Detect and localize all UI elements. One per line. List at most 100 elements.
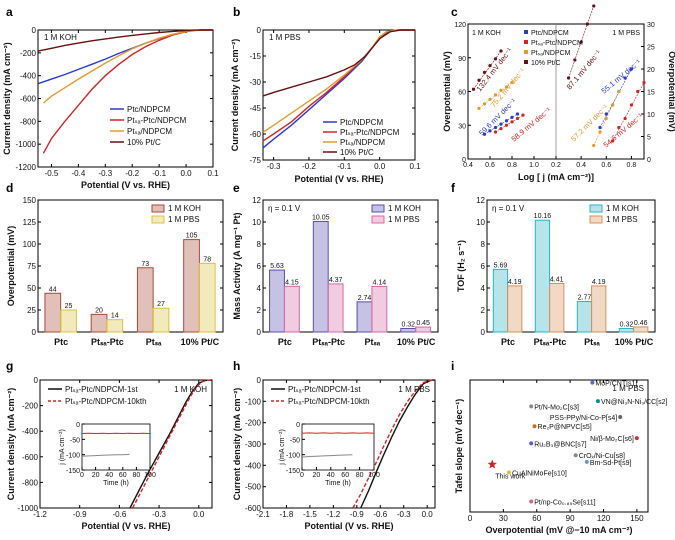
y-axis-label: Current density (mA cm⁻²) [2,42,12,154]
category-label: Ptₛₐ [364,337,380,347]
y-tick-label: 100 [23,240,37,249]
y-tick-label: -15 [249,52,261,61]
y-tick-label: -75 [249,156,261,165]
y-tick-label: -200 [22,402,39,411]
tafel-point-right-2 [604,116,608,121]
inset-x-label: Time (h) [325,480,351,487]
x-tick-label: 0.6 [485,162,495,169]
bar-e [283,285,300,333]
slope-annotation: 58.9 mV dec⁻¹ [510,105,553,143]
data-label: 4.19 [592,279,606,286]
panel-label-g: g [6,359,13,373]
bar-f [576,301,593,333]
bar-f [618,327,635,333]
y-tick-label: 75 [27,262,36,271]
condition-label: 1 M PBS [269,33,301,42]
x-tick-label: -0.1 [337,162,351,171]
y-axis-label: Current density (mA cm⁻²) [230,39,240,151]
legend-entry: 1 M PBS [388,215,420,224]
legend-entry: Ptₛₐ-Ptᴄ/NDPCM-1st [288,385,361,394]
legend-entry: Ptₛₐ/NDPCM [531,50,571,57]
bar-d [183,239,200,333]
y-tick-label: 60 [458,90,466,97]
condition-label: 1 M KOH [174,385,207,394]
legend-swatch [524,40,528,44]
inset-frame [301,423,375,471]
point-label: Pt/N-Mo₂C[s3] [534,404,579,411]
data-label: 0.46 [634,320,648,327]
legend-entry: Ptᴄ/NDPCM [531,30,569,37]
y-axis-label: Mass Activity (A mg⁻¹ Pt) [232,212,242,319]
data-label: 0.32 [620,321,634,328]
point-label: Ni/β-Mo₂C[s6] [590,436,634,443]
legend-entry: Ptₛₐ/NDPCM [127,127,172,136]
condition-label: 1 M PBS [612,384,644,393]
data-label: 5.63 [270,263,284,270]
x-tick-label: 30 [499,514,508,523]
slope-annotation: 55.1 mV dec⁻¹ [600,57,643,95]
y-tick-label: 90 [458,56,466,63]
inset-frame [81,423,151,471]
scatter-point [529,441,534,446]
y-tick-label: -100 [66,453,80,460]
panel-label-e: e [233,181,240,195]
legend-entry: 1 M KOH [388,204,421,213]
category-label: 10% Pt/C [181,337,220,347]
y-tick-label: 0 [76,422,80,429]
category-label: Ptₛₐ [146,337,162,347]
y-tick-label: 15 [647,90,655,97]
category-label: 10% Pt/C [397,337,436,347]
scatter-point [590,380,595,385]
y-tick-label: -600 [22,453,39,462]
bar-e [371,285,388,333]
legend-swatch [589,204,603,213]
legend-entry: 10% Pt/C [531,60,561,67]
bar-f [549,282,565,333]
legend-entry: Ptₛₐ/NDPCM [340,138,385,147]
x-tick-label: 40 [327,472,335,479]
y-tick-label: -500 [245,483,262,492]
legend-entry: Ptₛₐ-Ptᴄ/NDPCM [531,40,583,47]
category-label: Ptᴄ [54,337,68,347]
x-axis-label: Potential (V vs. RHE) [304,521,393,531]
x-tick-label: 0.8 [627,162,637,169]
y-tick-label: 0 [462,157,466,164]
y-tick-label: 0 [257,376,262,385]
data-label: 105 [186,233,198,240]
x-axis-label: Log [ j (mA cm⁻²)] [518,172,594,182]
panel-label-c: c [451,5,458,19]
y-tick-label: -1000 [18,504,39,513]
x-tick-label: 90 [566,514,575,523]
y-tick-label: -600 [20,95,37,104]
y-tick-label: 10 [647,112,655,119]
y-tick-label: 0 [257,26,262,35]
legend-swatch [151,215,165,224]
y-tick-label: 120 [454,22,466,29]
tafel-point-left-1 [493,93,498,97]
y-tick-label: -45 [249,104,261,113]
bar-e [356,301,373,333]
x-tick-label: -0.5 [45,169,59,178]
x-tick-label: -0.6 [373,510,387,519]
y-tick-label: 125 [23,218,37,227]
tafel-point-right-2 [598,130,602,134]
x-tick-label: 80 [356,472,364,479]
y-tick-label: 5 [647,135,651,142]
tafel-point-left-1 [499,88,503,92]
x-tick-label: 0 [80,472,84,479]
x-tick-label: -0.9 [350,510,364,519]
x-tick-label: 0.4 [576,162,586,169]
condition-note: η = 0.1 V [492,204,525,213]
panel-label-f: f [451,181,456,195]
scatter-point [532,424,537,429]
panel-label-b: b [233,5,240,19]
y-tick-label: -1200 [16,163,37,172]
x-tick-label: 60 [119,472,127,479]
x-axis-label: Potential (V vs. RHE) [294,174,383,184]
scatter-point [529,499,534,504]
x-tick-label: -0.1 [152,169,166,178]
condition-label: 1 M PBS [398,385,430,394]
data-label: 25 [65,303,73,310]
y-tick-label: -60 [249,130,261,139]
bar-d [44,292,62,333]
